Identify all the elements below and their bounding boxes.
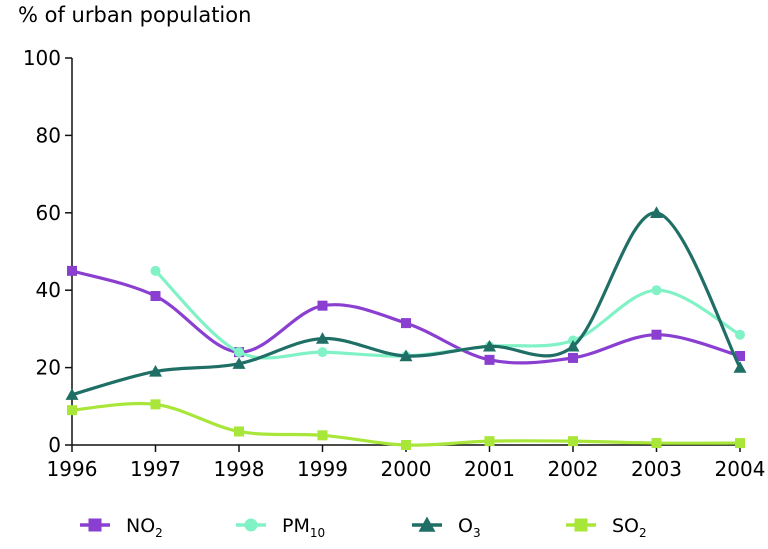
- series-pm10: [150, 265, 745, 361]
- legend-label-subscript: 2: [155, 526, 163, 540]
- x-tick-label: 1999: [297, 457, 348, 481]
- legend-label: NO2: [126, 515, 163, 540]
- legend-label-name: NO: [126, 515, 155, 537]
- x-tick-label: 2001: [464, 457, 515, 481]
- x-tick-label: 2002: [548, 457, 599, 481]
- legend-item-o3: O3: [412, 515, 481, 540]
- data-point-so2: [401, 440, 411, 450]
- legend-item-pm10: PM10: [236, 515, 325, 540]
- data-point-pm10: [234, 347, 244, 358]
- legend-item-so2: SO2: [566, 515, 647, 540]
- data-point-pm10: [651, 285, 662, 296]
- y-tick-label: 80: [36, 123, 61, 147]
- data-point-so2: [317, 430, 328, 441]
- data-point-o3: [65, 388, 79, 400]
- series-o3: [65, 206, 747, 400]
- series-line-pm10: [154, 269, 741, 360]
- data-point-no2: [401, 318, 411, 329]
- x-tick-label: 1996: [47, 457, 98, 481]
- y-tick-label: 0: [48, 433, 61, 457]
- x-tick-label: 1998: [214, 457, 265, 481]
- series-line-o3: [71, 211, 742, 397]
- axes: 0 20 40 60 80 100 1996 1997 1998 1999 2000 2001 2002…: [23, 46, 766, 481]
- y-tick-label: 20: [36, 356, 61, 380]
- data-point-no2: [150, 291, 161, 302]
- data-point-so2: [568, 436, 578, 447]
- data-point-no2: [651, 329, 662, 340]
- data-point-o3: [399, 349, 413, 362]
- data-point-no2: [735, 350, 745, 361]
- series-layer: [65, 206, 747, 450]
- data-point-no2: [568, 352, 578, 363]
- x-tick-label: 2004: [715, 457, 766, 481]
- data-point-so2: [651, 438, 662, 449]
- data-point-no2: [484, 354, 495, 365]
- data-point-pm10: [735, 329, 745, 340]
- legend-label: SO2: [612, 515, 647, 540]
- data-point-no2: [67, 265, 77, 276]
- data-point-o3: [316, 332, 329, 344]
- data-point-o3: [149, 364, 162, 377]
- series-line-no2: [71, 269, 741, 365]
- series-so2: [67, 399, 745, 450]
- y-tick-label: 100: [23, 46, 61, 70]
- data-point-o3: [232, 357, 246, 369]
- data-point-o3: [483, 339, 496, 352]
- y-axis-label: % of urban population: [18, 3, 251, 27]
- legend-label-name: PM: [282, 515, 310, 537]
- y-tick-label: 60: [36, 201, 61, 225]
- legend-label-name: O: [458, 515, 473, 537]
- x-tick-label: 2000: [381, 457, 432, 481]
- legend-label: O3: [458, 515, 481, 540]
- data-point-o3: [733, 361, 747, 373]
- legend-item-no2: NO2: [80, 515, 163, 540]
- data-point-so2: [150, 399, 161, 410]
- data-point-pm10: [317, 347, 328, 358]
- legend-label-subscript: 2: [639, 526, 647, 540]
- data-point-o3: [566, 339, 580, 352]
- legend-swatch-marker: [418, 516, 436, 532]
- data-point-so2: [484, 436, 495, 447]
- y-tick-label: 40: [36, 278, 61, 302]
- data-point-no2: [317, 300, 328, 311]
- legend-swatch-marker: [244, 518, 258, 532]
- legend-label-subscript: 3: [473, 526, 481, 540]
- legend-label-name: SO: [612, 515, 639, 537]
- data-point-o3: [650, 206, 663, 218]
- data-point-so2: [735, 438, 745, 449]
- legend-swatch-marker: [574, 518, 588, 532]
- data-point-pm10: [150, 265, 161, 276]
- legend-label-subscript: 10: [310, 526, 325, 540]
- data-point-so2: [67, 405, 77, 416]
- data-point-so2: [234, 426, 244, 437]
- legend-label: PM10: [282, 515, 325, 540]
- series-line-so2: [71, 401, 741, 447]
- x-tick-label: 2003: [631, 457, 682, 481]
- legend-swatch-marker: [88, 518, 102, 532]
- legend: NO2 PM10 O3 SO2: [80, 515, 647, 540]
- x-tick-label: 1997: [130, 457, 181, 481]
